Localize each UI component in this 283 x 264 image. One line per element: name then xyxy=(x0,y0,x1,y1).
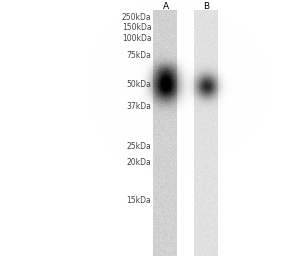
Text: 15kDa: 15kDa xyxy=(127,196,151,205)
Text: 37kDa: 37kDa xyxy=(127,102,151,111)
Bar xyxy=(153,11,178,256)
Text: A: A xyxy=(162,2,169,11)
Text: B: B xyxy=(203,2,210,11)
Text: 25kDa: 25kDa xyxy=(127,142,151,151)
Text: 250kDa: 250kDa xyxy=(122,13,151,22)
Bar xyxy=(195,11,218,256)
Text: 20kDa: 20kDa xyxy=(127,158,151,167)
Text: 100kDa: 100kDa xyxy=(122,34,151,43)
Text: 50kDa: 50kDa xyxy=(127,80,151,89)
Text: 75kDa: 75kDa xyxy=(127,51,151,60)
Text: 150kDa: 150kDa xyxy=(122,23,151,32)
